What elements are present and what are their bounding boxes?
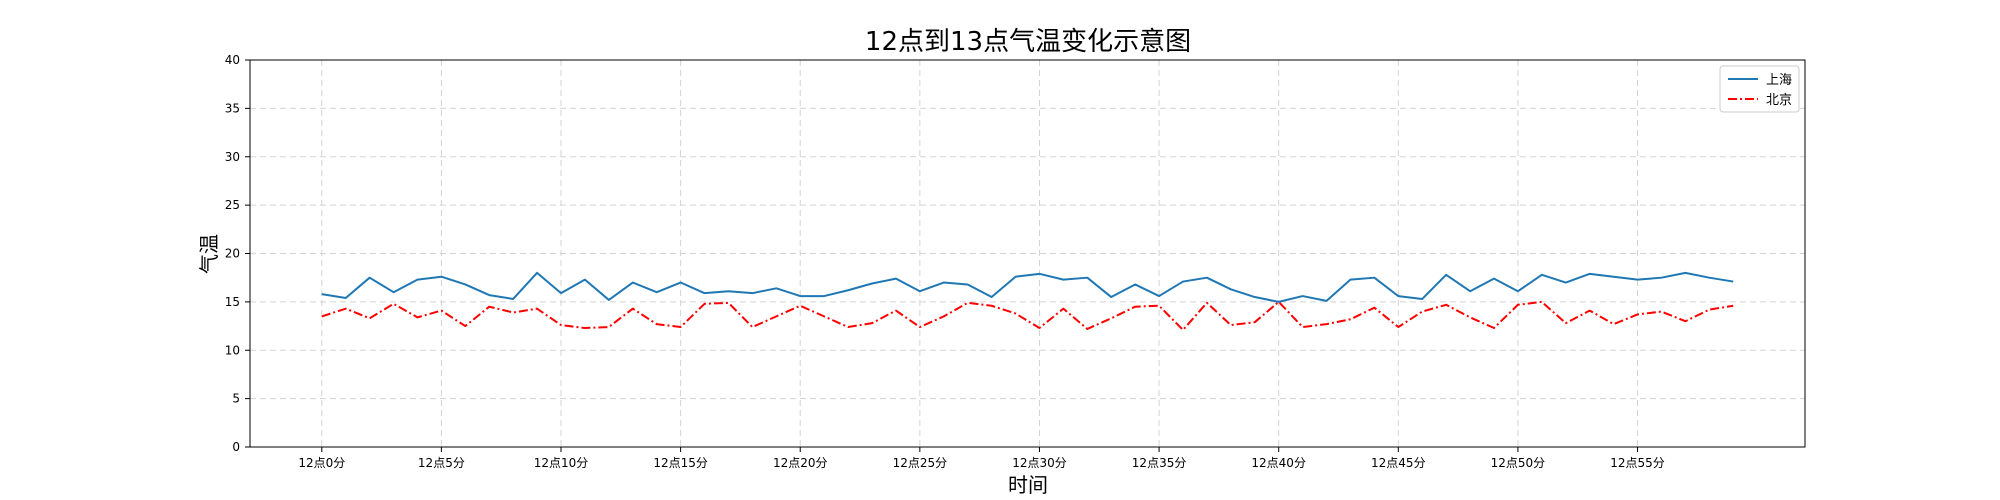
y-tick-label: 20 [225,247,240,261]
series-lines [321,271,1734,331]
x-tick-label: 12点25分 [893,456,948,470]
x-axis-title: 时间 [1008,473,1048,497]
x-tick-label: 12点45分 [1371,456,1426,470]
y-tick-label: 25 [225,198,240,212]
x-tick-label: 12点55分 [1610,456,1665,470]
chart-title: 12点到13点气温变化示意图 [865,27,1191,57]
y-tick-label: 5 [232,392,240,406]
y-tick-label: 40 [225,53,240,67]
y-tick-label: 15 [225,295,240,309]
x-tick-label: 12点5分 [418,456,465,470]
y-tick-label: 0 [232,440,240,454]
x-tick-label: 12点10分 [534,456,589,470]
axis-ticks: 12点0分 12点5分 12点10分 12点15分 12点20分 12点25分 12点30分… [225,53,1665,470]
x-tick-label: 12点35分 [1132,456,1187,470]
series-line-1 [321,300,1734,331]
y-axis-title: 气温 [197,234,221,274]
x-tick-label: 12点30分 [1012,456,1067,470]
y-tick-label: 30 [225,150,240,164]
y-tick-label: 35 [225,101,240,115]
grid [250,59,1805,448]
legend-label-beijing: 北京 [1766,93,1792,108]
legend-label-shanghai: 上海 [1766,73,1792,88]
x-tick-label: 12点40分 [1251,456,1306,470]
legend: 上海 北京 [1719,65,1800,113]
series-line-0 [321,271,1734,303]
x-tick-label: 12点15分 [653,456,708,470]
x-tick-label: 12点20分 [773,456,828,470]
y-tick-label: 10 [225,343,240,357]
x-tick-label: 12点50分 [1491,456,1546,470]
legend-box [1719,65,1800,113]
x-tick-label: 12点0分 [298,456,345,470]
